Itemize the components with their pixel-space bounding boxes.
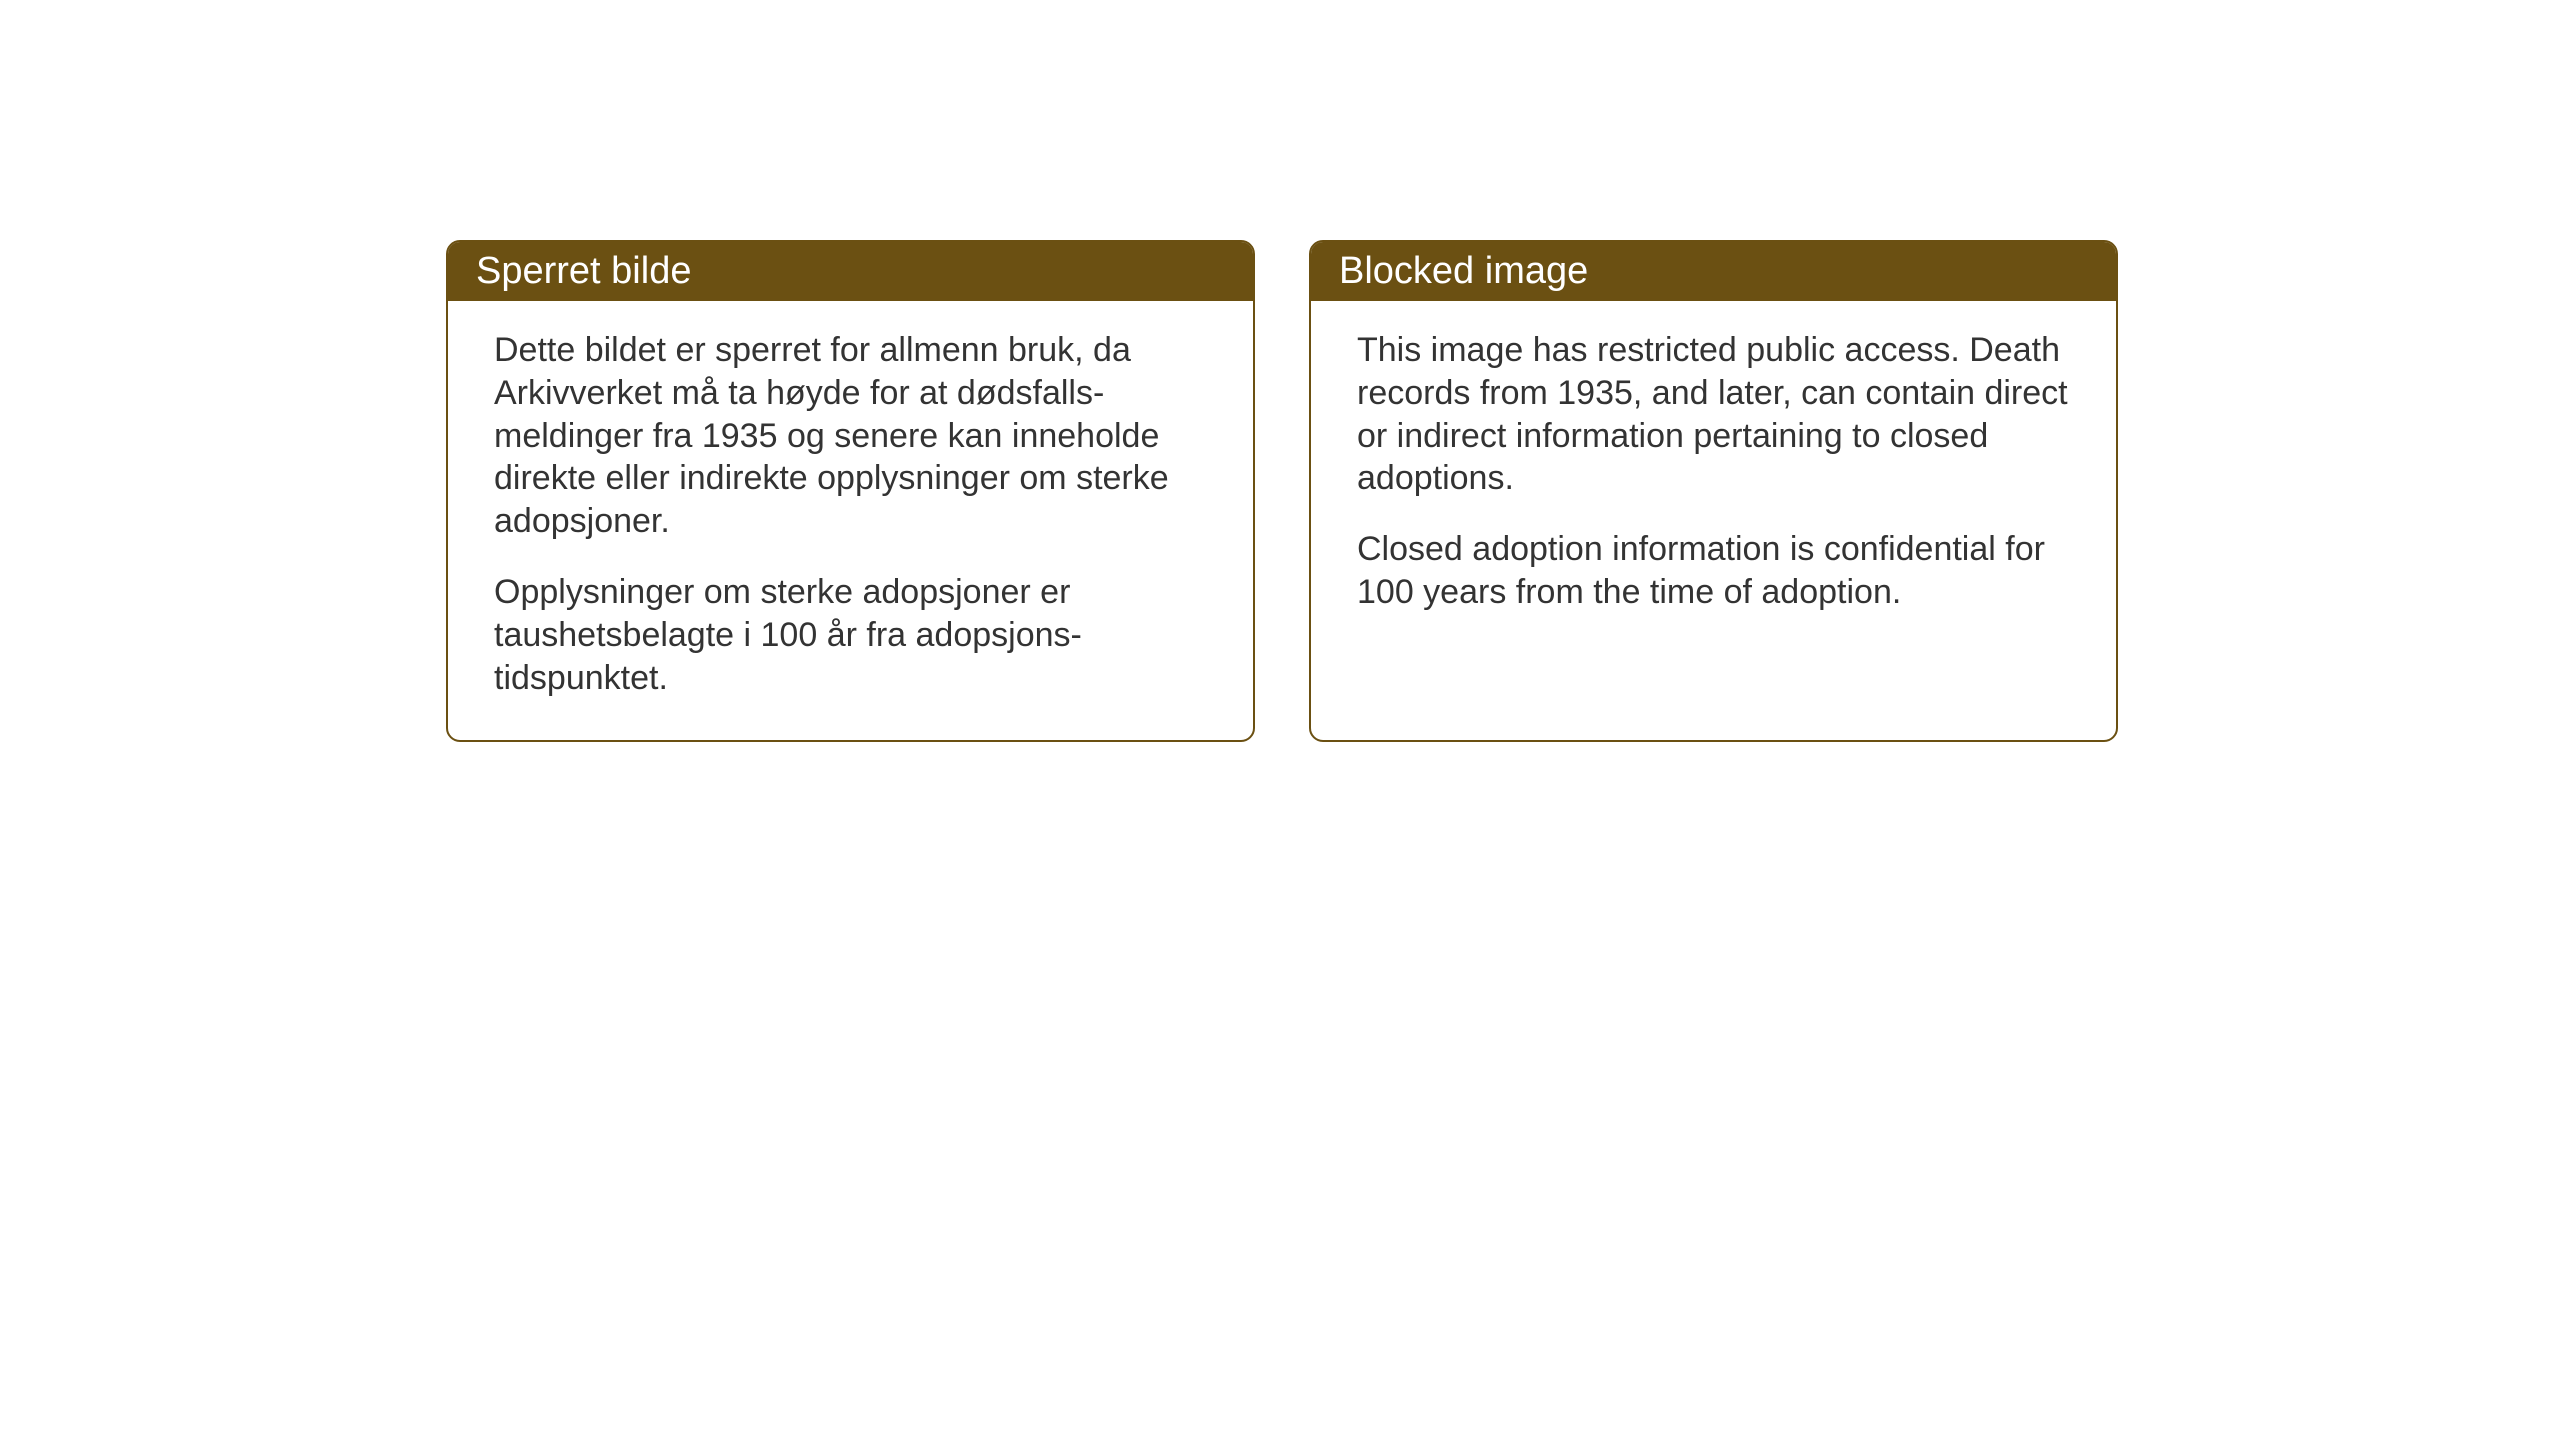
card-paragraph: Closed adoption information is confident… — [1357, 528, 2070, 614]
card-body: This image has restricted public access.… — [1311, 301, 2116, 654]
card-header: Sperret bilde — [448, 242, 1253, 301]
notice-card-norwegian: Sperret bilde Dette bildet er sperret fo… — [446, 240, 1255, 742]
card-paragraph: This image has restricted public access.… — [1357, 329, 2070, 500]
card-paragraph: Dette bildet er sperret for allmenn bruk… — [494, 329, 1207, 543]
card-body: Dette bildet er sperret for allmenn bruk… — [448, 301, 1253, 740]
card-paragraph: Opplysninger om sterke adopsjoner er tau… — [494, 571, 1207, 699]
card-title: Sperret bilde — [476, 250, 691, 292]
card-header: Blocked image — [1311, 242, 2116, 301]
card-title: Blocked image — [1339, 250, 1588, 292]
notice-card-english: Blocked image This image has restricted … — [1309, 240, 2118, 742]
notice-cards-container: Sperret bilde Dette bildet er sperret fo… — [446, 240, 2560, 742]
